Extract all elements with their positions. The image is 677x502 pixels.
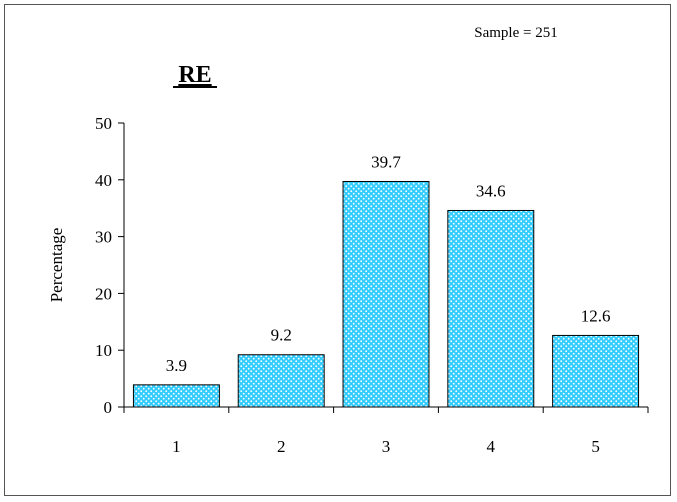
sample-annotation: Sample = 251 [474,25,557,41]
y-tick-label-30: 30 [95,228,112,247]
chart-frame [4,4,671,496]
data-label-1: 3.9 [166,356,187,375]
y-tick-label-20: 20 [95,284,112,303]
x-tick-label-1: 1 [172,437,181,456]
data-label-5: 12.6 [581,306,611,325]
bar-1 [132,384,220,408]
data-label-3: 39.7 [371,153,401,172]
x-tick-label-5: 5 [591,437,600,456]
y-tick-label-40: 40 [95,171,112,190]
x-tick-label-2: 2 [277,437,286,456]
y-tick-label-0: 0 [104,398,113,417]
bar-5 [552,334,640,408]
bar-4 [447,209,535,408]
chart-title: RE [178,62,211,88]
y-tick-label-10: 10 [95,341,112,360]
y-axis-label: Percentage [47,228,66,303]
x-tick-label-3: 3 [382,437,391,456]
bar-2 [237,354,325,408]
data-label-2: 9.2 [271,326,292,345]
y-tick-label-50: 50 [95,114,112,133]
x-tick-label-4: 4 [487,437,496,456]
data-label-4: 34.6 [476,181,506,200]
bar-3 [342,181,430,408]
